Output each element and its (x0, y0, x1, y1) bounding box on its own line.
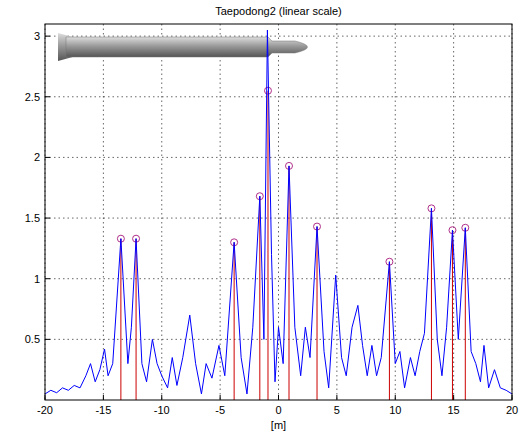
rocket-body (66, 37, 308, 57)
stem (428, 205, 435, 400)
tick-label: 5 (334, 404, 340, 416)
tick (336, 395, 337, 400)
tick (45, 36, 50, 37)
stem-line (136, 239, 137, 400)
grid-line (220, 24, 221, 400)
tick-label: 10 (389, 404, 401, 416)
stem (264, 87, 271, 400)
stem (117, 235, 124, 400)
grid-line (45, 36, 512, 37)
stem-line (289, 166, 290, 400)
title: Taepodong2 (linear scale) (215, 5, 342, 17)
tick-label: -20 (37, 404, 53, 416)
tick (395, 395, 396, 400)
tick (45, 157, 50, 158)
stem-line (259, 196, 260, 400)
grid-line (336, 24, 337, 400)
stem-line (452, 230, 453, 400)
tick (45, 339, 50, 340)
grid-line (161, 24, 162, 400)
tick (45, 96, 50, 97)
stem (314, 223, 321, 400)
tick-label: 20 (506, 404, 518, 416)
stem-line (317, 227, 318, 400)
tick (45, 278, 50, 279)
tick-label: -15 (95, 404, 111, 416)
profile-line (45, 30, 512, 394)
stem-line (234, 242, 235, 400)
grid-line (45, 278, 512, 279)
stem (133, 235, 140, 400)
tick-label: 2.5 (25, 91, 40, 103)
tick-label: 1.5 (25, 212, 40, 224)
grid-line (45, 218, 512, 219)
grid-line (278, 24, 279, 400)
stem (449, 227, 456, 400)
stem (286, 162, 293, 400)
plot-background (45, 24, 512, 400)
tick (220, 395, 221, 400)
tick-label: 1 (34, 273, 40, 285)
tick-label: -10 (154, 404, 170, 416)
stem-line (120, 239, 121, 400)
grid-line (103, 24, 104, 400)
stem-line (389, 262, 390, 400)
stem (462, 224, 469, 400)
grid-line (453, 24, 454, 400)
rocket-illustration (58, 33, 308, 61)
tick (161, 395, 162, 400)
tick (453, 395, 454, 400)
tick-label: 3 (34, 30, 40, 42)
axis-title: [m] (271, 419, 286, 431)
tick (278, 395, 279, 400)
tick-label: 0.5 (25, 333, 40, 345)
tick-label: -5 (215, 404, 225, 416)
stem (231, 239, 238, 400)
tick-label: 0 (275, 404, 281, 416)
tick (103, 395, 104, 400)
plot-frame (45, 24, 512, 400)
stem-line (267, 91, 268, 400)
grid-line (45, 339, 512, 340)
stem-line (465, 228, 466, 400)
grid-line (45, 96, 512, 97)
stem (386, 258, 393, 400)
marks (45, 30, 512, 400)
tick (45, 218, 50, 219)
grid-line (395, 24, 396, 400)
chart: -20 -15 -10 -5 0 5 10 15 20 0.5 1 1.5 2 2.5 3 Taepodong… (0, 0, 529, 437)
tick-label: 2 (34, 151, 40, 163)
stem-line (431, 208, 432, 400)
grid-line (45, 157, 512, 158)
tick-label: 15 (448, 404, 460, 416)
